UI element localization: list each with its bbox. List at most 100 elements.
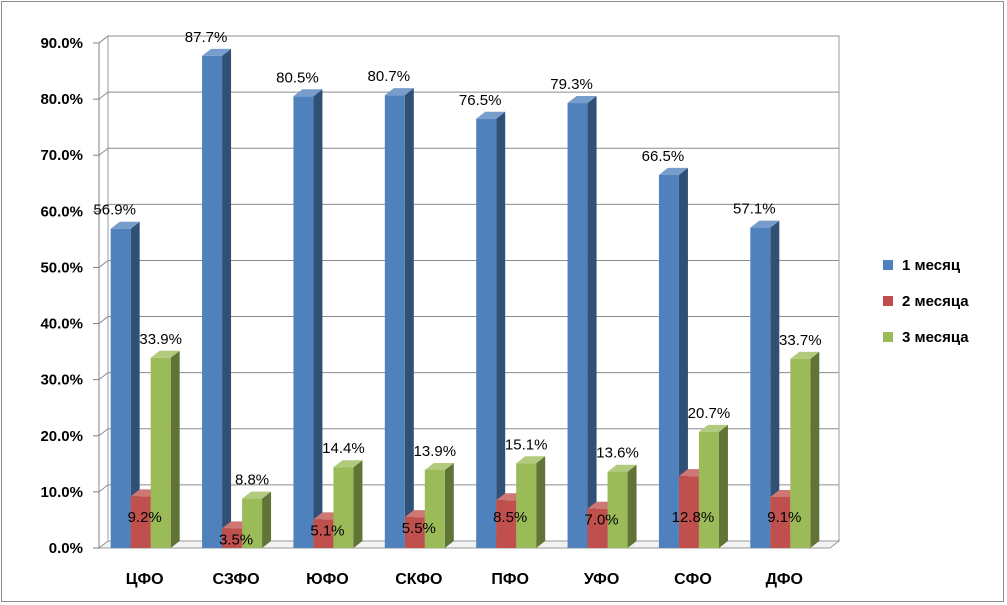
data-label: 66.5% (642, 148, 685, 165)
bar-front (770, 496, 791, 548)
bar (658, 167, 688, 548)
legend-label: 3 месяца (902, 329, 969, 346)
bar-top (333, 460, 363, 468)
bar-front (496, 500, 517, 548)
bar-side (587, 96, 597, 549)
legend-swatch (883, 260, 893, 270)
data-label: 20.7% (688, 405, 731, 422)
legend-swatch (883, 296, 893, 306)
data-label: 79.3% (550, 76, 593, 93)
bar-front (678, 476, 699, 548)
bar-front (424, 470, 445, 548)
bar-front (476, 118, 497, 548)
bar-side (627, 464, 637, 548)
bar-front (333, 467, 354, 548)
bar-side (262, 491, 272, 548)
y-tick-label: 80.0% (40, 91, 83, 108)
x-tick-label: ПФО (491, 571, 529, 588)
bar (516, 456, 546, 548)
x-tick-label: УФО (584, 571, 619, 588)
side-wall (98, 34, 109, 550)
bar-front (384, 95, 405, 548)
x-axis: ЦФО СЗФО ЮФО СКФО ПФО УФО СФО ДФО (126, 571, 803, 588)
bar-front (516, 463, 537, 548)
bar-side (170, 350, 180, 548)
bar-side (810, 351, 820, 548)
bar-side (536, 456, 546, 548)
bar-top (476, 111, 506, 119)
bar-top (150, 350, 180, 358)
y-tick-label: 10.0% (40, 484, 83, 501)
y-tick-label: 30.0% (40, 372, 83, 389)
x-tick-label: СКФО (395, 571, 442, 588)
x-tick-label: СЗФО (213, 571, 260, 588)
bar (293, 89, 323, 549)
bar-front (222, 528, 243, 548)
bar (242, 491, 272, 548)
legend-item: 1 месяц (883, 257, 961, 274)
bar (698, 424, 728, 548)
x-tick-label: ЦФО (126, 571, 164, 588)
bar-front (404, 517, 425, 548)
bar-top (698, 424, 728, 432)
y-tick-label: 50.0% (40, 259, 83, 276)
bar-side (313, 89, 323, 549)
bar-side (718, 424, 728, 548)
bar (476, 111, 506, 548)
bar (790, 351, 820, 548)
bar-side (222, 48, 232, 549)
bar-front (750, 227, 771, 548)
bar-front (313, 519, 334, 548)
data-label: 8.5% (493, 509, 527, 526)
bar-side (496, 111, 506, 548)
bar-front (293, 96, 314, 549)
legend-swatch (883, 332, 893, 342)
bar-front (150, 357, 171, 548)
bar-front (698, 431, 719, 548)
data-label: 13.6% (596, 445, 639, 462)
y-tick-label: 20.0% (40, 428, 83, 445)
bar-side (444, 463, 454, 548)
bar-front (202, 55, 223, 549)
bar (333, 460, 363, 548)
bar-top (750, 220, 780, 228)
bar (384, 88, 414, 548)
gridline (98, 91, 839, 100)
bar-top (384, 88, 414, 96)
bar-front (658, 174, 679, 548)
bar-top (516, 456, 546, 464)
bar-side (353, 460, 363, 548)
data-label: 3.5% (219, 531, 253, 548)
bar-top (202, 48, 232, 56)
data-label: 87.7% (185, 29, 228, 46)
x-tick-label: ДФО (766, 571, 803, 588)
bar-top (658, 167, 688, 175)
bar (110, 221, 140, 548)
bar-side (770, 220, 780, 548)
gridline (98, 35, 839, 44)
bars (110, 48, 820, 549)
data-label: 33.7% (779, 332, 822, 349)
bar (750, 220, 780, 548)
bar-side (404, 88, 414, 548)
bar-front (242, 498, 263, 548)
bar-top (424, 463, 454, 471)
bar-side (130, 221, 140, 548)
data-label: 57.1% (733, 201, 776, 218)
data-label: 80.7% (368, 68, 411, 85)
data-label: 5.5% (402, 520, 436, 537)
bar-front (607, 471, 628, 548)
bar-top (293, 89, 323, 97)
data-label: 56.9% (93, 202, 136, 219)
data-label: 33.9% (139, 331, 182, 348)
bar-front (790, 358, 811, 548)
data-label: 12.8% (672, 509, 715, 526)
data-label: 9.2% (128, 509, 162, 526)
x-tick-label: СФО (674, 571, 712, 588)
y-tick-label: 0.0% (49, 540, 83, 557)
data-label: 80.5% (276, 69, 319, 86)
bar-top (242, 491, 272, 499)
bar-front (587, 508, 608, 548)
legend-label: 1 месяц (902, 257, 961, 274)
data-label: 15.1% (505, 436, 548, 453)
